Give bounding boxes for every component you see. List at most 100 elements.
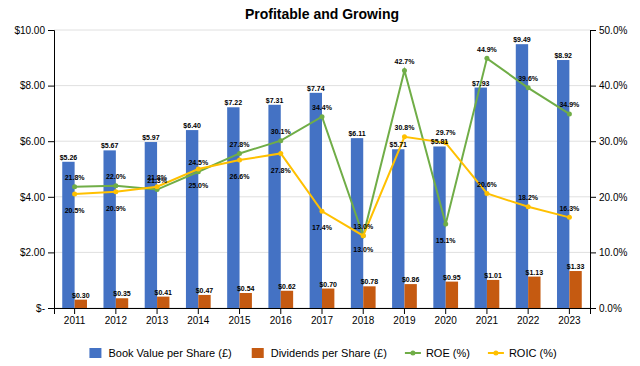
point [484, 56, 489, 61]
tick-label: 50.0% [599, 25, 627, 36]
bar [322, 289, 334, 308]
tick: $- [36, 303, 54, 314]
bar [528, 277, 540, 308]
data-label: $0.95 [443, 274, 461, 282]
point [155, 184, 160, 189]
data-label: 39.6% [518, 75, 539, 82]
tick-mark [486, 308, 487, 314]
tick-label: 2021 [476, 315, 499, 326]
data-label: 15.1% [436, 237, 457, 244]
tick-label: 2012 [105, 315, 128, 326]
data-label: $6.40 [183, 122, 201, 130]
bar [446, 282, 458, 308]
tick-label: 2014 [187, 315, 210, 326]
point [526, 85, 531, 90]
bar [363, 286, 375, 308]
point [278, 138, 283, 143]
tick-label: 2013 [146, 315, 169, 326]
y-axis: $-$2.00$4.00$6.00$8.00$10.00 [14, 25, 54, 314]
bar [116, 298, 128, 308]
bar [433, 146, 445, 308]
legend-swatch [410, 351, 415, 356]
data-label: $0.35 [113, 290, 131, 298]
data-label: 24.5% [188, 159, 209, 166]
tick-label: 10.0% [599, 247, 627, 258]
point [237, 158, 242, 163]
data-label: $6.11 [348, 130, 365, 138]
data-label: $5.67 [101, 142, 119, 150]
tick-mark [239, 308, 240, 314]
data-label: $1.01 [484, 272, 502, 280]
point [567, 215, 572, 220]
point [72, 192, 77, 197]
tick: 50.0% [590, 25, 627, 36]
data-label: 16.3% [559, 205, 580, 212]
tick: 2015 [228, 308, 251, 326]
tick-mark [528, 308, 529, 314]
bar-series [62, 44, 569, 308]
data-label: $0.70 [319, 281, 337, 289]
tick: 2022 [517, 308, 540, 326]
bar [392, 149, 404, 308]
marks [62, 44, 582, 308]
tick-mark [48, 197, 54, 198]
data-label: 13.0% [353, 246, 374, 253]
data-label: 20.9% [106, 205, 127, 212]
data-label: 13.0% [353, 223, 374, 230]
tick-mark [590, 141, 596, 142]
data-label: $7.31 [266, 97, 284, 105]
data-label: 29.7% [436, 129, 457, 136]
data-label: 26.6% [230, 173, 251, 180]
tick: 2014 [187, 308, 210, 326]
data-label: 20.5% [65, 207, 86, 214]
tick-mark [48, 30, 54, 31]
tick-label: 0.0% [599, 303, 622, 314]
tick: 2011 [64, 308, 86, 326]
data-label: 42.7% [395, 58, 416, 65]
point [402, 134, 407, 139]
axis-line [591, 31, 597, 309]
data-label: $7.93 [472, 80, 490, 88]
point [320, 209, 325, 214]
bar [404, 284, 416, 308]
bar [157, 297, 169, 308]
data-labels: $5.26$5.67$5.97$6.40$7.22$7.31$7.74$6.11… [60, 36, 585, 299]
data-label: $8.92 [554, 52, 572, 60]
data-label: 44.9% [477, 46, 498, 53]
axis-line [55, 309, 591, 315]
legend-swatch [493, 351, 498, 356]
data-label: $5.71 [390, 141, 408, 149]
legend-item: Dividends per Share (£) [252, 347, 387, 359]
bar [569, 271, 581, 308]
data-label: $1.13 [526, 269, 544, 277]
data-label: $0.41 [154, 289, 172, 297]
point [278, 151, 283, 156]
tick-label: 2022 [517, 315, 540, 326]
bar [310, 93, 322, 308]
data-label: 20.6% [477, 181, 498, 188]
bar [198, 295, 210, 308]
tick-mark [74, 308, 75, 314]
legend-swatch [252, 348, 264, 358]
tick: $6.00 [20, 136, 54, 147]
data-label: $0.86 [402, 276, 420, 284]
tick: 10.0% [590, 247, 627, 258]
tick: 0.0% [590, 303, 622, 314]
data-label: 22.0% [106, 173, 127, 180]
point [361, 233, 366, 238]
bar [75, 300, 87, 308]
data-label: $1.33 [567, 263, 585, 271]
data-label: 34.4% [312, 104, 333, 111]
tick-label: 2015 [228, 315, 251, 326]
tick: 20.0% [590, 192, 627, 203]
tick: $4.00 [20, 192, 54, 203]
tick-mark [280, 308, 281, 314]
data-label: $0.62 [278, 283, 296, 291]
data-label: $7.74 [307, 85, 325, 93]
tick-mark [363, 308, 364, 314]
tick: 2020 [435, 308, 458, 326]
tick: 2019 [393, 308, 416, 326]
tick-mark [198, 308, 199, 314]
tick-label: 2019 [393, 315, 416, 326]
tick: 2013 [146, 308, 169, 326]
